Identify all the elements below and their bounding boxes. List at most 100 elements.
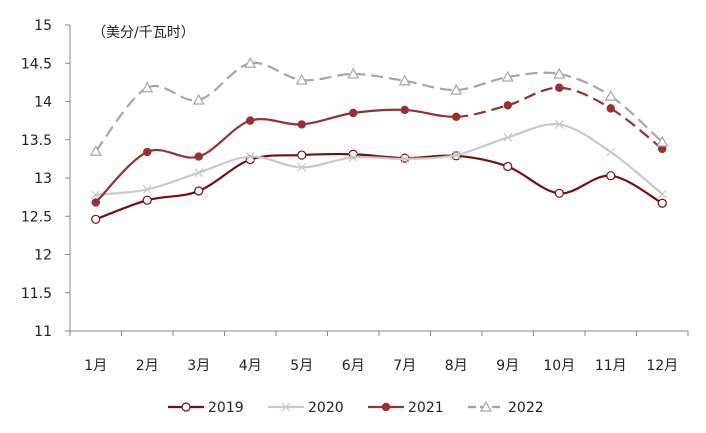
- series-2021-line-segment: [249, 118, 302, 126]
- series-2022-point: [89, 144, 102, 156]
- series-2020-point: [657, 189, 667, 199]
- legend-marker-2019: [181, 402, 191, 412]
- series-2020-point: [245, 152, 255, 162]
- x-tick-label: 7月: [393, 358, 416, 374]
- y-tick-label: 13.5: [21, 133, 52, 149]
- series-2019-point: [142, 195, 152, 205]
- legend-label-2022: 2022: [508, 400, 544, 416]
- series-2021-line-segment: [404, 108, 457, 118]
- series-2022-line-segment: [250, 61, 302, 82]
- y-tick-label: 14: [34, 95, 52, 111]
- series-2020-line-segment: [610, 151, 663, 195]
- series-2019-line-segment: [301, 152, 354, 157]
- series-2022-point: [501, 70, 514, 82]
- series-2021-line-segment: [559, 86, 612, 110]
- series-2020-line-segment: [301, 156, 354, 169]
- x-tick-label: 8月: [445, 358, 468, 374]
- series-2019-line-segment: [95, 199, 148, 221]
- series-2021-point: [658, 144, 667, 154]
- series-2022-line-segment: [301, 72, 354, 82]
- x-tick-label: 6月: [342, 358, 365, 374]
- series-2019-point: [554, 188, 564, 198]
- series-2022-point: [604, 89, 617, 101]
- series-2019-point: [91, 214, 101, 224]
- series-2022-point: [398, 74, 411, 86]
- series-2021-point: [452, 112, 461, 122]
- series-2022-line-segment: [404, 79, 457, 92]
- series-2019-line-segment: [559, 174, 611, 195]
- series-2020-point: [194, 168, 204, 178]
- y-tick-label: 12: [34, 248, 52, 264]
- series-2020-point: [91, 190, 101, 200]
- series-2022-point: [141, 81, 154, 93]
- unit-label: （美分/千瓦时）: [92, 25, 195, 41]
- series-2020-line-segment: [353, 155, 405, 160]
- series-2021-point: [400, 105, 409, 115]
- series-2021-line-segment: [301, 111, 354, 126]
- series-2020-point: [503, 133, 513, 142]
- x-tick-label: 3月: [187, 358, 210, 374]
- series-2022-line-segment: [456, 75, 508, 92]
- legend-label-2021: 2021: [408, 400, 444, 416]
- series-2021-point: [297, 120, 306, 129]
- series-2022-line-segment: [94, 86, 148, 152]
- series-2020-point: [451, 150, 461, 160]
- series-2022-point: [656, 135, 669, 147]
- series-2021-point: [555, 83, 564, 92]
- x-tick-label: 2月: [136, 358, 159, 374]
- series-2021-line-segment: [94, 150, 148, 204]
- series-2020-line-segment: [456, 136, 509, 157]
- series-2021-line-segment: [198, 119, 251, 158]
- series-2019-line-segment: [610, 174, 663, 205]
- series-2021-point: [194, 152, 203, 161]
- legend-marker-2022: [479, 400, 493, 412]
- series-2022-line-segment: [610, 95, 663, 143]
- series-2022-point: [295, 73, 308, 85]
- series-2022-line-segment: [353, 72, 405, 82]
- x-tick-label: 1月: [84, 358, 107, 374]
- series-2020-point: [297, 162, 307, 172]
- series-2022-point: [450, 83, 463, 95]
- series-2019-line-segment: [507, 165, 560, 195]
- series-2019-point: [657, 198, 667, 208]
- series-2019-point: [297, 150, 307, 160]
- series-2020-line-segment: [559, 123, 612, 153]
- series-2021-point: [246, 116, 255, 125]
- series-2022-line-segment: [507, 71, 560, 79]
- series-2020-point: [606, 147, 616, 157]
- x-tick-label: 10月: [543, 358, 575, 374]
- series-2019-line-segment: [146, 189, 200, 202]
- series-2021-line-segment: [507, 86, 560, 107]
- y-tick-label: 11: [34, 324, 52, 340]
- series-2021-point: [503, 101, 512, 110]
- series-2022-point: [192, 93, 205, 105]
- series-2020-line-segment: [198, 155, 251, 174]
- y-tick-label: 15: [34, 18, 52, 34]
- x-tick-label: 12月: [646, 358, 678, 374]
- y-tick-label: 13: [34, 171, 52, 187]
- series-2022-line-segment: [146, 84, 200, 102]
- series-2020-point: [554, 120, 564, 129]
- series-2020-point: [142, 185, 152, 194]
- series-2020-line-segment: [250, 155, 302, 169]
- legend-marker-2021: [381, 402, 391, 412]
- series-2020-line-segment: [507, 123, 560, 139]
- series-2020-line-segment: [147, 171, 200, 191]
- series-2021-point: [143, 147, 152, 157]
- y-tick-label: 12.5: [21, 209, 52, 225]
- series-2021-line-segment: [456, 104, 509, 118]
- series-2022-point: [244, 57, 257, 68]
- y-tick-label: 11.5: [21, 286, 52, 302]
- series-2020-point: [348, 152, 358, 162]
- series-2020-line-segment: [95, 188, 148, 196]
- series-2021-point: [606, 104, 615, 113]
- legend-label-2020: 2020: [308, 400, 344, 416]
- series-2021-line-segment: [146, 149, 200, 159]
- x-tick-label: 4月: [239, 358, 262, 374]
- series-2019-point: [503, 161, 513, 172]
- series-2022-point: [553, 67, 566, 79]
- series-2019-point: [194, 186, 204, 196]
- series-2021-point: [349, 108, 358, 118]
